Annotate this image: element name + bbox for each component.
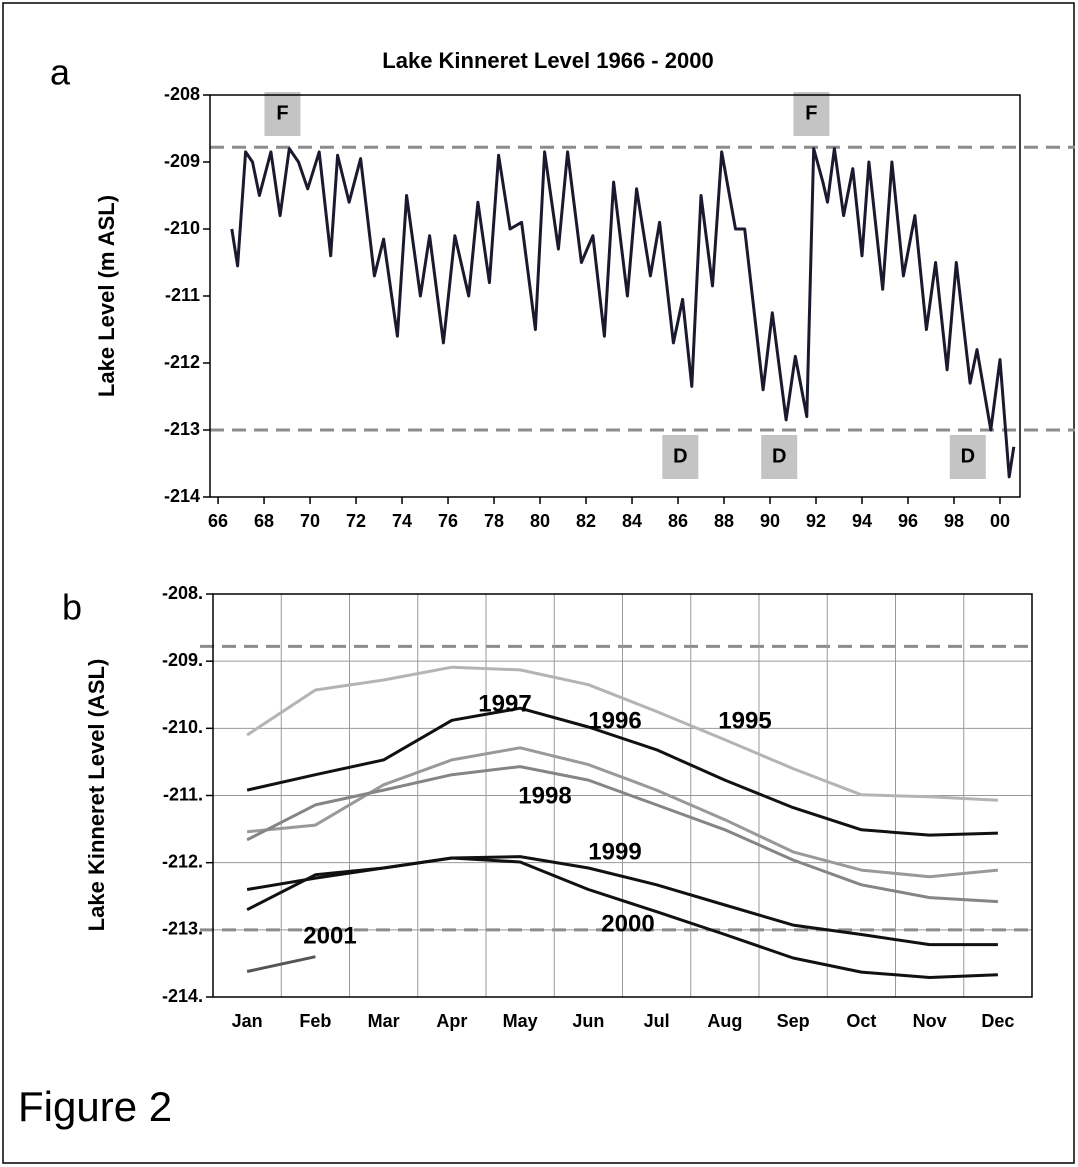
y-tick-label: -210. xyxy=(162,717,203,737)
x-tick-label: Aug xyxy=(707,1011,742,1031)
y-tick-label: -208. xyxy=(162,583,203,603)
x-tick-label: 88 xyxy=(714,511,734,531)
x-tick-label: 66 xyxy=(208,511,228,531)
series-line xyxy=(246,706,998,837)
y-tick-label: -214. xyxy=(162,986,203,1006)
x-tick-label: 76 xyxy=(438,511,458,531)
annotation-box xyxy=(793,92,830,136)
annotation-box xyxy=(761,435,798,479)
x-tick-label: 92 xyxy=(806,511,826,531)
y-tick-label: -211. xyxy=(163,784,203,804)
annotation-box xyxy=(264,92,301,136)
x-tick-label: Mar xyxy=(368,1011,400,1031)
y-axis-label: Lake Kinneret Level (ASL) xyxy=(84,659,109,932)
x-tick-label: 70 xyxy=(300,511,320,531)
series-label: 1997 xyxy=(478,690,531,717)
series-label: 2000 xyxy=(601,910,654,937)
x-tick-label: 68 xyxy=(254,511,274,531)
chart-title: Lake Kinneret Level 1966 - 2000 xyxy=(382,48,713,73)
x-tick-label: 82 xyxy=(576,511,596,531)
x-tick-label: Nov xyxy=(913,1011,947,1031)
x-tick-label: Jan xyxy=(232,1011,263,1031)
x-tick-label: 98 xyxy=(944,511,964,531)
y-axis-label: Lake Level (m ASL) xyxy=(94,195,119,397)
x-tick-label: 00 xyxy=(990,511,1010,531)
annotation-box xyxy=(949,435,986,479)
y-tick-label: -208 xyxy=(164,84,200,104)
annotation-label: F xyxy=(276,102,288,124)
plot-frame xyxy=(209,94,1021,498)
x-tick-label: 96 xyxy=(898,511,918,531)
x-tick-label: Oct xyxy=(846,1011,876,1031)
x-tick-label: 80 xyxy=(530,511,550,531)
series-label: 1999 xyxy=(588,838,641,865)
series-label: 2001 xyxy=(303,922,356,949)
y-tick-label: -209. xyxy=(162,650,203,670)
panel-letter: b xyxy=(62,587,82,628)
annotation-label: D xyxy=(673,445,687,467)
series-line xyxy=(246,955,316,973)
x-tick-label: Feb xyxy=(299,1011,331,1031)
annotation-label: F xyxy=(805,102,817,124)
series-label: 1996 xyxy=(588,707,641,734)
x-tick-label: Apr xyxy=(436,1011,467,1031)
x-tick-label: Jun xyxy=(572,1011,604,1031)
series-line xyxy=(246,665,998,802)
annotation-label: D xyxy=(961,445,975,467)
series-line xyxy=(246,856,998,979)
x-tick-label: Dec xyxy=(981,1011,1014,1031)
annotation-label: D xyxy=(772,445,786,467)
x-tick-label: Sep xyxy=(777,1011,810,1031)
figure-label: Figure 2 xyxy=(18,1083,172,1130)
y-tick-label: -210 xyxy=(164,218,200,238)
x-tick-label: 84 xyxy=(622,511,642,531)
series-label: 1995 xyxy=(718,707,771,734)
y-tick-label: -213 xyxy=(164,419,200,439)
series-line xyxy=(246,765,998,904)
x-tick-label: May xyxy=(503,1011,538,1031)
annotation-box xyxy=(662,435,699,479)
x-tick-label: 90 xyxy=(760,511,780,531)
panel-letter: a xyxy=(50,52,71,93)
x-tick-label: 94 xyxy=(852,511,872,531)
series-label: 1998 xyxy=(518,782,571,809)
x-tick-label: 74 xyxy=(392,511,412,531)
plot-frame xyxy=(212,593,1033,998)
x-tick-label: Jul xyxy=(644,1011,670,1031)
data-line xyxy=(230,147,1016,479)
x-tick-label: 78 xyxy=(484,511,504,531)
y-tick-label: -209 xyxy=(164,151,200,171)
y-tick-label: -214 xyxy=(164,486,200,506)
y-tick-label: -212 xyxy=(164,352,200,372)
x-tick-label: 86 xyxy=(668,511,688,531)
x-tick-label: 72 xyxy=(346,511,366,531)
y-tick-label: -212. xyxy=(162,851,203,871)
y-tick-label: -211 xyxy=(165,285,200,305)
y-tick-label: -213. xyxy=(162,919,203,939)
